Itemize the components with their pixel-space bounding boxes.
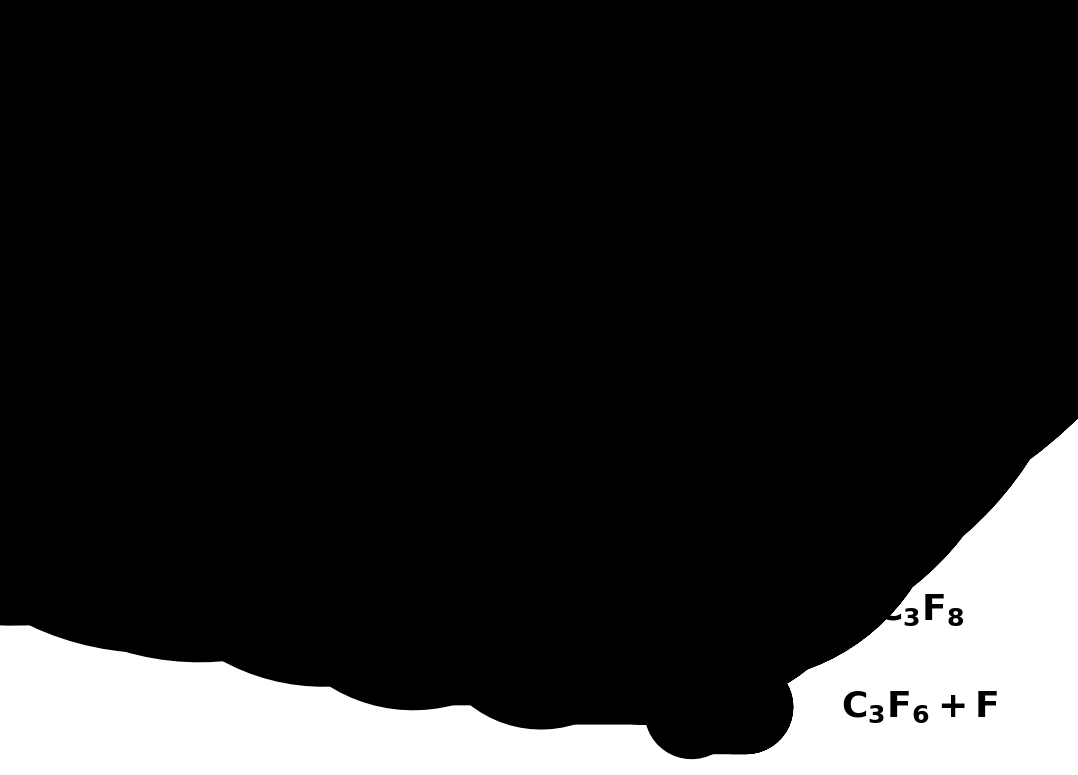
Text: $\mathbf{C_3F_8}$: $\mathbf{C_3F_8}$ [875, 343, 964, 377]
Text: $\mathbf{C_4F_{10}}$: $\mathbf{C_4F_{10}}$ [867, 453, 973, 487]
Text: $\mathbf{(4)}$: $\mathbf{(4)}$ [197, 577, 233, 600]
Text: $\mathbf{CF_3}$: $\mathbf{CF_3}$ [536, 162, 605, 198]
Polygon shape [622, 348, 642, 372]
Text: $\mathbf{T2}$: $\mathbf{T2}$ [738, 153, 765, 171]
Text: $\mathbf{(1),(2)}$: $\mathbf{(1),(2)}$ [178, 146, 262, 170]
Text: $\mathbf{(3)}$: $\mathbf{(3)}$ [192, 301, 227, 325]
Text: $\mathbf{T5}$: $\mathbf{T5}$ [738, 363, 765, 381]
Text: $\mathbf{T4}$: $\mathbf{T4}$ [758, 332, 786, 352]
Text: $\mathbf{T1}$: $\mathbf{T1}$ [738, 37, 765, 57]
Text: $\mathbf{C_5F_9O}$: $\mathbf{C_5F_9O}$ [324, 163, 436, 198]
Text: $\mathbf{C_4F_7O}$: $\mathbf{C_4F_7O}$ [324, 318, 436, 353]
Text: $\mathbf{T7}$: $\mathbf{T7}$ [718, 519, 746, 539]
Text: $\mathbf{C_3F_6 + F}$: $\mathbf{C_3F_6 + F}$ [842, 689, 998, 725]
Text: $\mathbf{+}$: $\mathbf{+}$ [476, 594, 503, 626]
Text: $\mathbf{+ F}$: $\mathbf{+ F}$ [653, 378, 691, 402]
Text: $\mathbf{C_2F_5}$: $\mathbf{C_2F_5}$ [526, 317, 614, 353]
Text: $\mathbf{C_3F_7}$: $\mathbf{C_3F_7}$ [526, 592, 614, 628]
Text: $\mathbf{CF_2 + F}$: $\mathbf{CF_2 + F}$ [851, 47, 990, 83]
Text: $\mathbf{+}$: $\mathbf{+}$ [476, 319, 503, 352]
Text: $\mathbf{+ F}$: $\mathbf{+ F}$ [653, 598, 691, 622]
Text: $\mathbf{+}$: $\mathbf{+}$ [476, 164, 503, 197]
Text: $\mathbf{T3}$: $\mathbf{T3}$ [758, 243, 786, 261]
Text: $\mathbf{C_2F_6}$: $\mathbf{C_2F_6}$ [875, 372, 965, 408]
Text: $\mathbf{C_6F_{12}O}$: $\mathbf{C_6F_{12}O}$ [4, 318, 132, 353]
Text: $\mathbf{C_5F_{12}}$: $\mathbf{C_5F_{12}}$ [817, 529, 923, 565]
Text: $\mathbf{C_3F_8}$: $\mathbf{C_3F_8}$ [875, 592, 964, 628]
Text: $\mathbf{T6}$: $\mathbf{T6}$ [758, 443, 786, 461]
Text: $\mathbf{+ F}$: $\mathbf{+ F}$ [653, 168, 691, 192]
Text: $\mathbf{C_2F_6}$: $\mathbf{C_2F_6}$ [875, 253, 965, 288]
Text: $\mathbf{C_3F_5O}$: $\mathbf{C_3F_5O}$ [324, 593, 436, 627]
Text: $\mathbf{CF_4}$: $\mathbf{CF_4}$ [885, 162, 955, 198]
Text: $\mathbf{T8}$: $\mathbf{T8}$ [738, 583, 765, 601]
Text: $\mathbf{T9}$: $\mathbf{T9}$ [752, 680, 779, 698]
